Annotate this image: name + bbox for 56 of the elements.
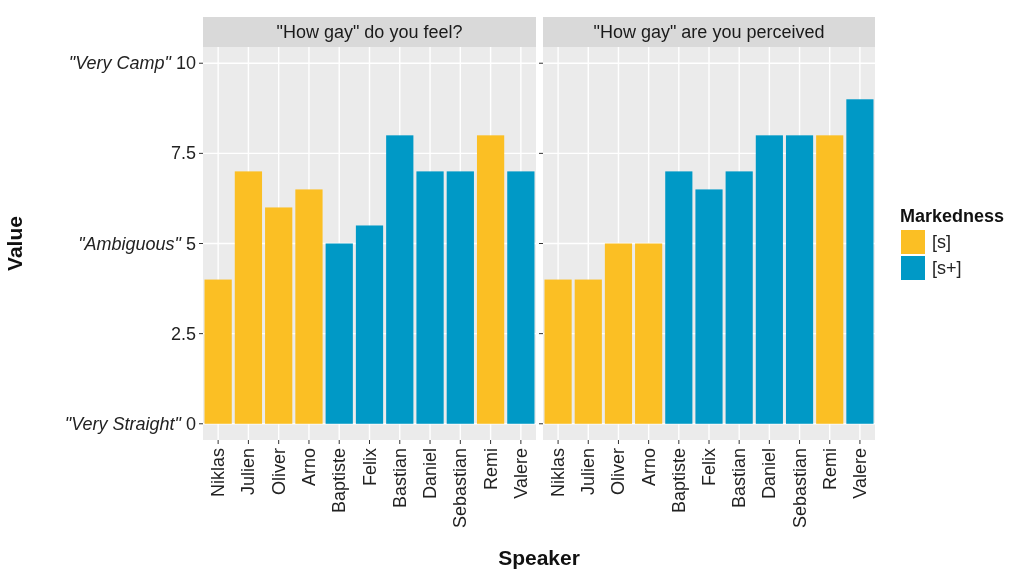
x-tick-label: Felix: [699, 448, 719, 487]
bar: [816, 135, 844, 424]
x-tick-label: Felix: [359, 448, 380, 487]
bar: [755, 135, 783, 424]
x-tick-label: Niklas: [548, 448, 569, 498]
bar: [476, 135, 505, 424]
y-tick-label: "Very Straight" 0: [64, 413, 196, 434]
bar: [846, 99, 874, 424]
y-axis-title: Value: [3, 216, 26, 271]
bar: [446, 171, 474, 424]
bar: [234, 171, 263, 424]
x-tick-label: Daniel: [420, 448, 441, 500]
bar: [204, 279, 232, 424]
x-tick-label: Julien: [578, 448, 599, 496]
x-tick-label: Julien: [238, 448, 259, 496]
x-tick-label: Arno: [638, 448, 659, 487]
y-tick-label: 2.5: [170, 323, 196, 344]
legend-title: Markedness: [900, 206, 1005, 226]
x-tick-label: Niklas: [208, 448, 229, 498]
bar: [604, 243, 633, 424]
x-tick-label: Valere: [849, 448, 870, 499]
bar: [574, 279, 602, 424]
bar: [635, 243, 663, 424]
x-tick-label: Daniel: [759, 448, 780, 500]
x-tick-label: Sebastian: [789, 448, 810, 529]
y-tick-label: "Ambiguous" 5: [78, 233, 196, 254]
x-tick-label: Sebastian: [450, 448, 471, 529]
x-tick-label: Arno: [298, 448, 319, 487]
bar: [265, 207, 293, 424]
bar: [507, 171, 535, 424]
x-tick-label: Oliver: [268, 448, 289, 496]
x-tick-label: Remi: [480, 448, 501, 491]
bar: [416, 171, 444, 424]
x-tick-label: Bastian: [389, 448, 410, 509]
bar: [355, 225, 384, 424]
chart-title: "How gay" are you perceived: [593, 22, 825, 42]
bar: [325, 243, 353, 424]
bar: [725, 171, 753, 424]
x-tick-label: Valere: [510, 448, 531, 499]
bar: [695, 189, 723, 424]
x-tick-label: Oliver: [608, 448, 629, 496]
legend-label: [s]: [932, 232, 952, 252]
bar: [295, 189, 323, 424]
y-tick-label: 7.5: [170, 143, 196, 164]
bar: [665, 171, 693, 424]
bar: [785, 135, 814, 424]
legend-label: [s+]: [932, 258, 962, 278]
x-tick-label: Remi: [819, 448, 840, 491]
chart-title: "How gay" do you feel?: [276, 22, 463, 42]
x-tick-label: Baptiste: [668, 448, 689, 514]
x-tick-label: Bastian: [729, 448, 750, 509]
y-tick-label: "Very Camp" 10: [68, 53, 196, 74]
x-tick-label: Baptiste: [329, 448, 350, 514]
bar: [386, 135, 414, 424]
x-axis-title: Speaker: [498, 546, 580, 569]
bar: [544, 279, 572, 424]
